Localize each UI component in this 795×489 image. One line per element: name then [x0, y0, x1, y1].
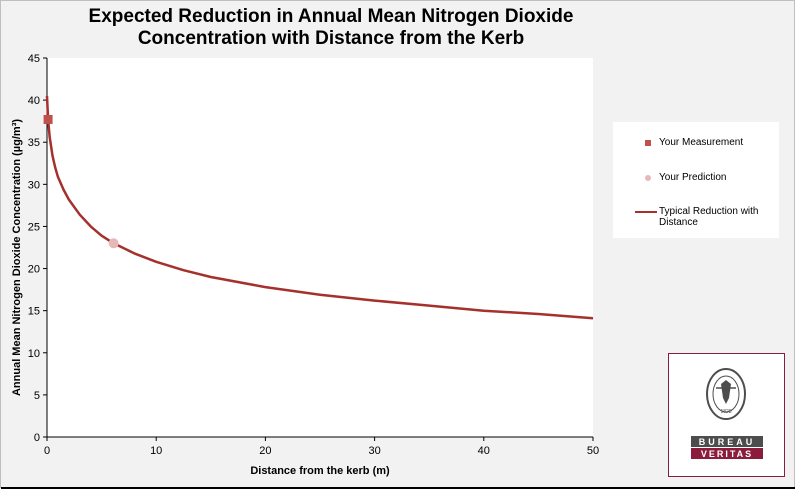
y-tick-label: 40	[28, 95, 40, 107]
seal-figure-icon	[721, 380, 731, 404]
logo-word-1-band	[691, 436, 763, 447]
x-tick-label: 30	[368, 445, 380, 457]
legend-label: Typical Reduction with Distance	[659, 206, 759, 228]
measurement-point	[43, 114, 53, 124]
seal-outer-ring	[706, 368, 746, 420]
x-tick-label: 0	[44, 445, 50, 457]
x-axis-title: Distance from the kerb (m)	[250, 465, 390, 477]
legend-line-marker-icon	[635, 211, 657, 213]
x-tick-label: 40	[478, 445, 490, 457]
logo-word-2-band	[691, 448, 763, 459]
y-tick-label: 45	[28, 53, 40, 65]
y-tick-label: 10	[28, 348, 40, 360]
logo-word-bureau: BUREAU	[699, 437, 756, 447]
y-tick-label: 20	[28, 264, 40, 276]
chart-legend: Your Measurement Your Prediction Typical R…	[613, 122, 779, 238]
y-tick-label: 5	[34, 390, 40, 402]
y-tick-label: 35	[28, 137, 40, 149]
logo-word-veritas: VERITAS	[701, 449, 753, 459]
prediction-point	[108, 238, 119, 249]
legend-square-marker-icon	[645, 140, 651, 146]
bureau-veritas-seal-icon: 1828 BUREAU VERITAS	[691, 368, 763, 459]
chart-title: Expected Reduction in Annual Mean Nitrog…	[41, 6, 621, 50]
y-tick-label: 0	[34, 432, 40, 444]
y-tick-label: 25	[28, 221, 40, 233]
x-tick-label: 10	[150, 445, 162, 457]
plot-area	[47, 58, 593, 437]
legend-label: Your Measurement	[659, 137, 744, 148]
chart-title-line-1: Expected Reduction in Annual Mean Nitrog…	[88, 6, 574, 27]
bureau-veritas-logo: 1828 BUREAU VERITAS	[668, 353, 785, 477]
seal-inner-ring	[712, 375, 740, 413]
x-tick-label: 50	[587, 445, 599, 457]
legend-circle-marker-icon	[645, 175, 651, 181]
legend-label: Your Prediction	[659, 172, 727, 183]
y-axis-title: Annual Mean Nitrogen Dioxide Concentrati…	[11, 119, 23, 396]
seal-year: 1828	[720, 409, 731, 415]
x-tick-label: 20	[259, 445, 271, 457]
y-tick-label: 15	[28, 306, 40, 318]
y-tick-label: 30	[28, 179, 40, 191]
chart-title-line-2: Concentration with Distance from the Ker…	[137, 28, 525, 49]
